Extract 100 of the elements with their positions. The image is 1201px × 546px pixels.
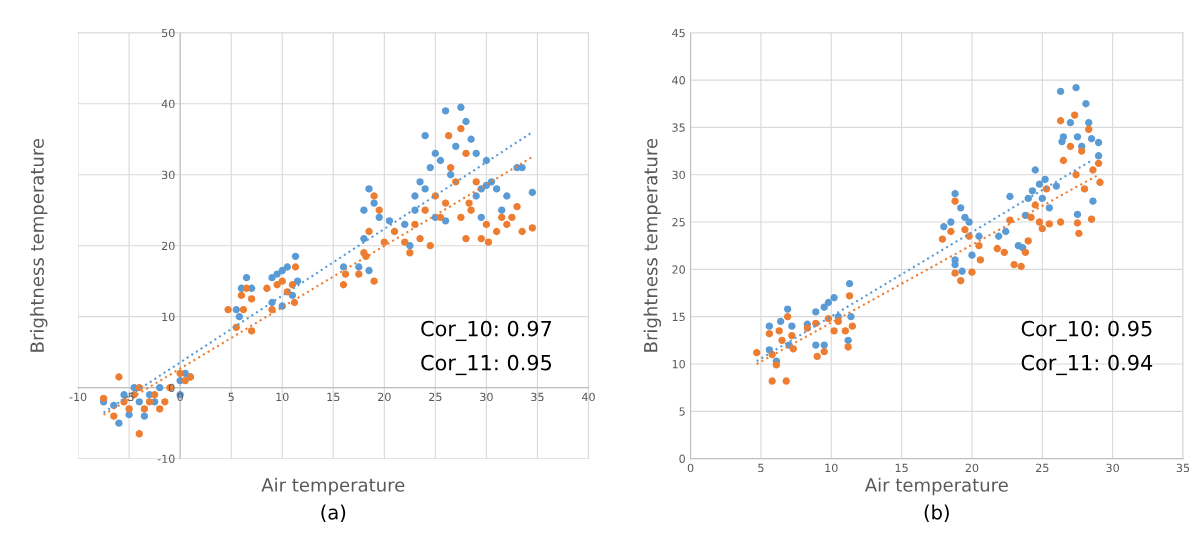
- point: [1094, 159, 1103, 168]
- point: [845, 279, 854, 288]
- point: [1075, 229, 1083, 238]
- point: [824, 298, 833, 307]
- point: [1089, 197, 1097, 205]
- annotation: Cor_11: 0.94: [1021, 354, 1153, 376]
- point: [1010, 260, 1018, 269]
- y-tick-label: 40: [672, 76, 685, 85]
- point: [1056, 117, 1065, 125]
- x-tick-label: 35: [1176, 463, 1190, 473]
- point: [753, 348, 761, 357]
- point: [844, 336, 852, 345]
- point: [1059, 156, 1068, 165]
- point: [1073, 133, 1082, 141]
- point: [1041, 175, 1049, 184]
- x-tick-label: 15: [327, 392, 340, 402]
- point: [1096, 178, 1104, 186]
- point: [1031, 166, 1039, 174]
- y-tick-label: 20: [161, 241, 175, 251]
- point: [958, 267, 966, 275]
- point: [1080, 185, 1089, 193]
- y-tick-label: 30: [162, 170, 175, 180]
- point: [947, 218, 955, 226]
- point: [1038, 224, 1046, 233]
- point: [765, 322, 774, 330]
- point: [788, 322, 796, 330]
- point: [1045, 220, 1054, 228]
- point: [1059, 133, 1068, 141]
- y-tick-label: 10: [672, 359, 685, 369]
- x-tick-label: 5: [228, 392, 234, 402]
- point: [1085, 118, 1093, 127]
- point: [820, 348, 828, 356]
- x-tick-label: -5: [124, 392, 134, 402]
- annotation: Cor_11: 0.95: [421, 354, 552, 376]
- x-tick-label: 10: [276, 392, 289, 402]
- point: [847, 313, 855, 321]
- point: [976, 256, 985, 264]
- point: [993, 244, 1001, 253]
- x-tick-label: 20: [378, 392, 391, 402]
- point: [772, 361, 781, 369]
- point: [1094, 138, 1103, 147]
- y-tick-label: 5: [679, 407, 685, 416]
- point: [961, 225, 969, 234]
- point: [830, 294, 838, 302]
- point: [765, 330, 774, 338]
- point: [968, 268, 976, 276]
- point: [830, 327, 838, 335]
- point: [1035, 218, 1044, 226]
- point: [940, 223, 948, 231]
- point: [961, 213, 969, 221]
- point: [848, 322, 857, 330]
- x-tick-label: 40: [581, 392, 595, 402]
- point: [820, 341, 828, 349]
- x-tick-label: 5: [758, 463, 764, 473]
- point: [841, 327, 850, 335]
- point: [813, 352, 821, 361]
- point: [768, 377, 776, 385]
- text: (b): [924, 504, 949, 522]
- point: [938, 235, 947, 243]
- point: [1085, 125, 1093, 133]
- y-tick-label: 10: [162, 312, 175, 322]
- point: [957, 204, 965, 212]
- point: [947, 227, 955, 236]
- point: [1070, 111, 1079, 119]
- y-tick-label: 35: [672, 123, 685, 132]
- point: [1073, 210, 1082, 219]
- point: [845, 292, 854, 300]
- point: [812, 341, 820, 349]
- annotation: Cor_10: 0.95: [1021, 320, 1152, 342]
- x-tick-label: -10: [69, 392, 87, 402]
- point: [968, 251, 976, 259]
- y-tick-label: 40: [161, 99, 175, 109]
- y-tick-label: 0: [679, 454, 685, 464]
- point: [1017, 262, 1025, 271]
- point: [957, 277, 965, 285]
- point: [1066, 142, 1075, 150]
- point: [812, 308, 820, 316]
- point: [1021, 248, 1030, 256]
- point: [1072, 171, 1080, 179]
- x-axis-title: Air temperature: [864, 477, 1008, 496]
- text: (a): [321, 504, 346, 522]
- x-axis-title: Air temperature: [261, 477, 405, 496]
- point: [1072, 83, 1080, 92]
- y-tick-label: 20: [672, 265, 685, 274]
- point: [1002, 227, 1010, 236]
- x-tick-label: 20: [965, 463, 979, 473]
- annotation: Cor_10: 0.97: [421, 320, 552, 342]
- point: [1031, 201, 1039, 209]
- y-tick-label: 50: [162, 28, 175, 38]
- point: [788, 331, 796, 340]
- point: [1027, 213, 1035, 221]
- point: [1089, 166, 1097, 174]
- y-axis-title: Brightness temperature: [643, 138, 662, 352]
- point: [1035, 180, 1044, 188]
- x-tick-label: 10: [825, 463, 838, 473]
- y-axis-title: Brightness temperature: [29, 138, 48, 352]
- point: [951, 197, 959, 205]
- point: [1094, 152, 1103, 160]
- x-tick-label: 15: [895, 463, 908, 473]
- point: [776, 317, 785, 326]
